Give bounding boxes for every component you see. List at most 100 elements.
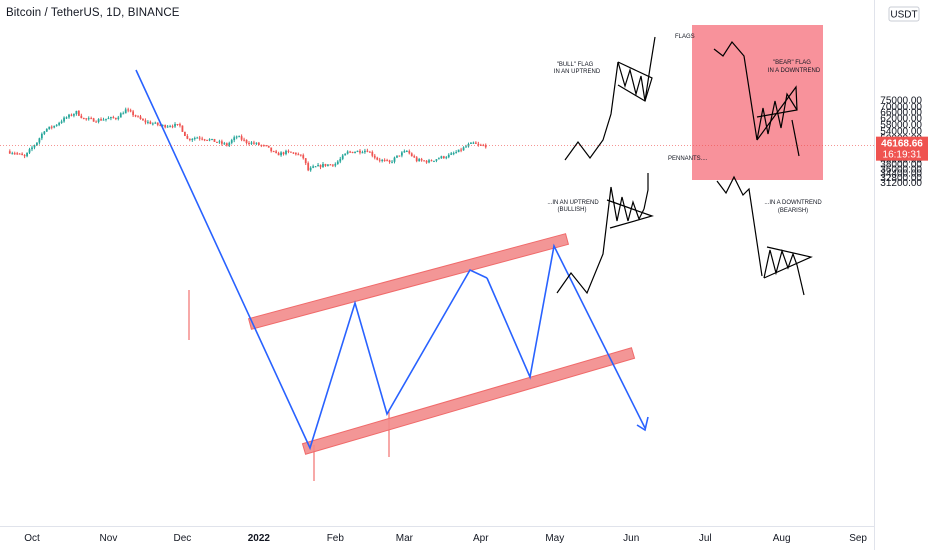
candle [63,116,65,123]
candle [359,149,361,155]
candle [211,138,213,141]
y-tick-label: 31200.00 [880,178,922,189]
candle [265,144,268,147]
candle-body [386,160,389,162]
candle [40,132,43,141]
candle [235,135,238,140]
candle [216,141,218,143]
candle [339,156,342,164]
candle [336,160,339,165]
candle [408,149,411,155]
candle-body [270,147,273,152]
candle [354,151,356,154]
candle [470,142,472,145]
candle-body [225,143,228,146]
candle [477,141,480,147]
candle [156,122,159,127]
candle-body [396,155,398,158]
candle-body [262,145,265,147]
candle [309,166,312,172]
candle-body [211,138,213,140]
candle [267,145,270,148]
candle-body [447,154,450,158]
candle-body [45,129,48,132]
candle [171,124,174,129]
candle-body [364,150,366,153]
candle [147,120,149,125]
candle-body [85,118,88,120]
bull-flag-label: "BULL" FLAG [557,62,594,68]
candle [87,116,90,121]
projection-arrowhead [636,416,649,432]
candle-body [13,153,16,155]
candle-body [53,125,56,128]
candle-body [307,163,310,171]
candle-body [100,119,102,121]
candle-body [349,151,352,153]
candle-body [97,119,100,122]
candle [420,157,423,162]
bull-flag-channel [617,61,653,102]
candle-body [472,142,475,144]
y-tick-label: 70000.00 [880,102,922,113]
y-tick-label: 36000.00 [880,164,922,175]
candle [329,163,332,166]
candle-body [31,147,33,150]
candles-group [8,107,487,172]
candle [356,150,359,153]
x-tick-label: Feb [327,533,345,544]
pennant-downtrend-label: ...IN A DOWNTREND [764,200,822,206]
y-tick-label: 58000.00 [880,120,922,131]
bull-pennant-pole [556,186,612,295]
candle-body [420,159,423,161]
candle-body [391,161,393,163]
candle-body [255,142,258,144]
bear-pennant-pole [716,175,763,277]
candle-body [408,151,411,154]
x-tick-label: Oct [24,533,40,544]
candle [149,120,152,125]
candle-body [442,156,445,159]
candle-body [280,152,282,156]
candle [413,154,416,158]
candle-body [290,151,292,153]
candle-body [58,122,61,125]
candle [102,117,105,121]
candle-body [114,118,117,120]
candle-body [129,110,132,112]
pennant-uptrend-label: ...IN AN UPTREND [547,200,599,206]
candle-body [373,155,376,158]
candle-body [248,142,250,144]
bear-flag-zigzag [756,92,798,141]
candle [134,114,137,118]
candle-body [401,152,403,156]
candle [124,107,127,114]
candle [302,153,305,160]
candle [378,157,381,163]
candle [396,155,398,159]
candle [122,111,125,115]
currency-button-frame [888,6,920,22]
candle [364,148,366,154]
candle [213,138,216,142]
candle [275,149,278,154]
candle [327,164,329,167]
candle [373,153,376,160]
candle-body [327,164,329,166]
candle-body [8,151,11,154]
candle [218,139,221,144]
candle [388,159,391,164]
candle [462,146,465,151]
candle [154,121,157,124]
candle-body [405,151,408,153]
candle [304,158,307,166]
candle [474,141,477,144]
candle [253,140,255,145]
candle [297,152,300,156]
candle [28,147,31,155]
currency-button[interactable]: USDT [888,6,920,22]
candle-body [203,139,206,141]
candle-body [82,117,85,119]
candle-body [287,150,290,152]
